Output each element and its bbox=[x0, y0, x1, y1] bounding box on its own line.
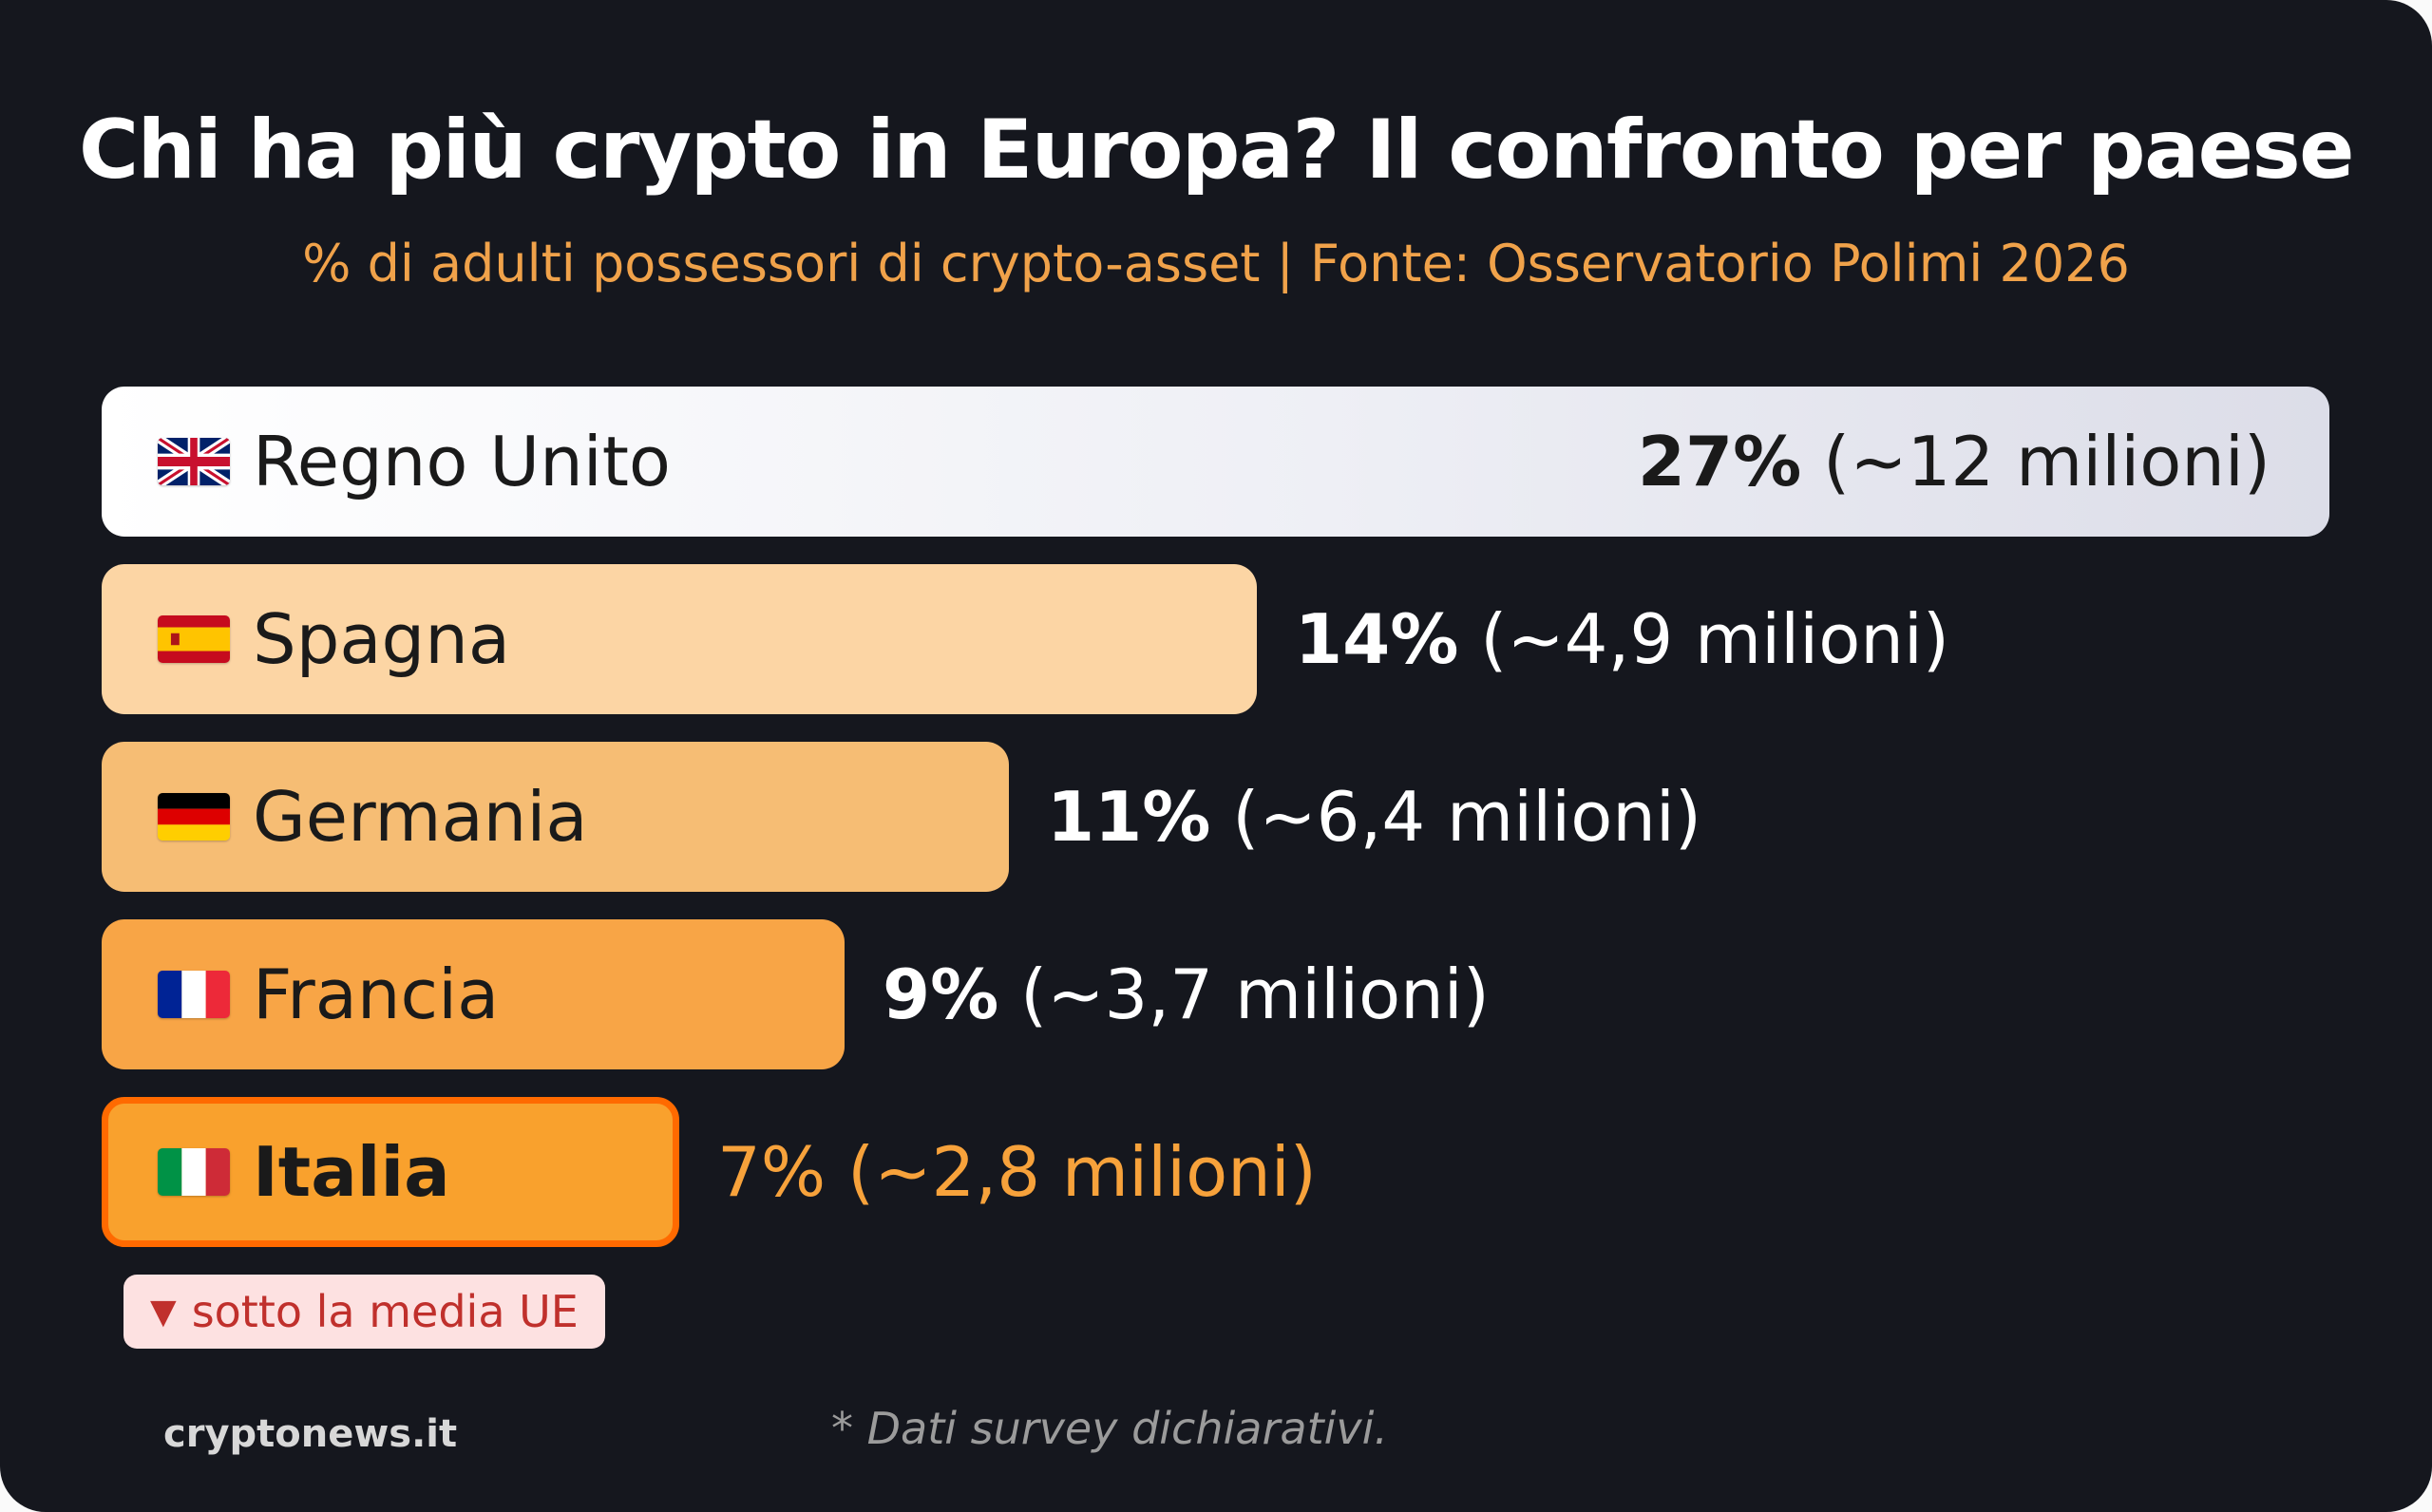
value-percent: 14% bbox=[1295, 599, 1459, 679]
value-percent: 9% bbox=[883, 954, 999, 1034]
spain-flag-icon bbox=[158, 615, 230, 663]
value-detail: (~12 milioni) bbox=[1801, 422, 2270, 501]
germany-flag-icon bbox=[158, 793, 230, 841]
value-detail: (~6,4 milioni) bbox=[1210, 777, 1701, 857]
category-label-regno-unito: Regno Unito bbox=[253, 422, 671, 501]
value-label-germania: 11% (~6,4 milioni) bbox=[1047, 742, 1701, 892]
category-label-spagna: Spagna bbox=[253, 599, 510, 679]
category-label-italia: Italia bbox=[253, 1132, 450, 1212]
value-percent: 7% bbox=[717, 1132, 826, 1212]
footnote: * Dati survey dichiarativi. bbox=[831, 1403, 1389, 1454]
chart-title: Chi ha più crypto in Europa? Il confront… bbox=[79, 103, 2354, 198]
value-detail: (~4,9 milioni) bbox=[1458, 599, 1949, 679]
france-flag-icon bbox=[158, 971, 230, 1018]
value-percent: 27% bbox=[1637, 422, 1802, 501]
italy-flag-icon bbox=[158, 1148, 230, 1196]
bar-regno-unito bbox=[102, 387, 2329, 537]
brand-logo-text: cryptonews.it bbox=[163, 1412, 458, 1456]
uk-flag-icon bbox=[158, 438, 230, 485]
bar-germania bbox=[102, 742, 1009, 892]
value-percent: 11% bbox=[1047, 777, 1211, 857]
bar-spagna bbox=[102, 564, 1257, 714]
category-label-germania: Germania bbox=[253, 777, 588, 857]
chart-subtitle: % di adulti possessori di crypto-asset |… bbox=[302, 234, 2130, 293]
value-detail: (~2,8 milioni) bbox=[826, 1132, 1317, 1212]
value-label-italia: 7% (~2,8 milioni) bbox=[717, 1097, 1317, 1247]
below-eu-average-badge: ▼ sotto la media UE bbox=[124, 1275, 605, 1349]
value-label-francia: 9% (~3,7 milioni) bbox=[883, 919, 1490, 1069]
value-detail: (~3,7 milioni) bbox=[998, 954, 1490, 1034]
value-label-spagna: 14% (~4,9 milioni) bbox=[1295, 564, 1949, 714]
down-triangle-icon: ▼ bbox=[150, 1293, 177, 1332]
note-text: sotto la media UE bbox=[191, 1286, 579, 1337]
value-label-regno-unito: 27% (~12 milioni) bbox=[1638, 387, 2270, 537]
category-label-francia: Francia bbox=[253, 954, 500, 1034]
